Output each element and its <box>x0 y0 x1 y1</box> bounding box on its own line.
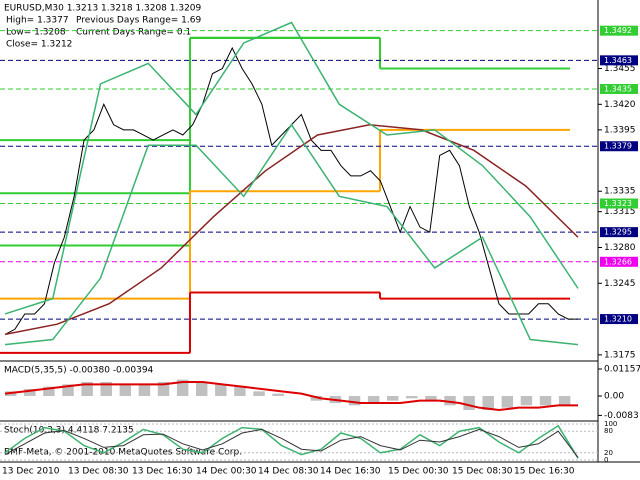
level-box <box>600 256 638 267</box>
y-tick-label: 0 <box>604 456 608 464</box>
header: Close= 1.3212 <box>6 40 72 50</box>
macd-bar <box>425 396 437 401</box>
y-tick-label: 1.3455 <box>604 64 636 74</box>
macd-bar <box>119 384 132 397</box>
macd-bar <box>444 396 456 406</box>
line <box>4 123 579 346</box>
level-box <box>600 227 638 238</box>
level-label: 1.3323 <box>604 199 632 208</box>
macd-bar <box>43 386 55 397</box>
line <box>4 21 579 315</box>
macd-bar <box>253 391 265 397</box>
level-box <box>600 141 638 152</box>
line <box>4 124 579 336</box>
macd-bar <box>501 396 514 408</box>
macd-bar <box>196 382 208 397</box>
macd-bar <box>558 396 571 406</box>
header: High= 1.3377 <box>6 16 69 26</box>
macd-bar <box>100 382 112 397</box>
level-box <box>600 314 638 325</box>
level-box <box>600 55 638 66</box>
x-tick-label: 15 Dec 16:30 <box>514 467 575 477</box>
header: Low= 1.3208 <box>6 28 66 38</box>
stoch-label: Stoch(10,3,3) 4.4118 7.2135 <box>4 426 134 436</box>
level-label: 1.3435 <box>604 84 632 93</box>
y-tick-label: 1.3335 <box>604 187 636 197</box>
macd-bar <box>310 396 323 401</box>
y-tick-label: 0.00 <box>604 392 624 402</box>
level-label: 1.3379 <box>604 142 632 151</box>
level-box <box>600 25 638 36</box>
y-tick-label: 1.3315 <box>604 207 636 217</box>
level-box <box>600 198 638 209</box>
level-label: 1.3492 <box>604 26 632 35</box>
macd-bar <box>81 382 93 397</box>
y-tick-label: 0.01157 <box>604 365 640 375</box>
header: Current Days Range= 0.1 <box>76 28 191 38</box>
x-tick-label: 15 Dec 08:30 <box>452 467 513 477</box>
y-tick-label: 1.3245 <box>604 279 636 289</box>
macd-bar <box>234 386 246 397</box>
y-tick-label: 100 <box>604 420 617 428</box>
line <box>4 381 578 412</box>
y-tick-label: 1.3175 <box>604 350 636 360</box>
macd-bar <box>482 396 494 411</box>
y-tick-label: 1.3395 <box>604 125 636 135</box>
macd-bar <box>62 384 74 397</box>
copyright: BMF-Meta, © 2001-2010 MetaQuotes Softwar… <box>4 448 242 458</box>
level-box <box>600 83 638 94</box>
y-tick-label: -0.0083 <box>604 411 639 421</box>
macd-bar <box>272 393 284 397</box>
macd-label: MACD(5,35,5) -0.00380 -0.00394 <box>4 366 154 376</box>
macd-bar <box>406 396 418 399</box>
macd-bar <box>367 396 380 404</box>
macd-bar <box>387 396 399 401</box>
level-label: 1.3463 <box>604 56 632 65</box>
macd-bar <box>157 382 170 397</box>
macd-bar <box>539 396 552 406</box>
x-tick-label: 13 Dec 2010 <box>2 467 60 477</box>
macd-bar <box>24 389 36 397</box>
x-tick-label: 14 Dec 00:30 <box>196 467 257 477</box>
macd-bar <box>176 379 189 397</box>
y-tick-label: 1.3280 <box>604 243 636 253</box>
frame <box>0 0 640 463</box>
x-tick-label: 13 Dec 16:30 <box>132 467 193 477</box>
line <box>4 428 579 458</box>
level-label: 1.3210 <box>604 315 632 324</box>
y-tick-label: 20 <box>604 449 613 457</box>
macd-bar <box>348 396 361 406</box>
macd-bar <box>215 384 227 397</box>
x-tick-label: 14 Dec 08:30 <box>258 467 319 477</box>
header: Previous Days Range= 1.69 <box>76 16 201 26</box>
macd-bar <box>463 396 475 411</box>
macd-bar <box>138 384 151 397</box>
x-tick-label: 14 Dec 16:30 <box>320 467 381 477</box>
x-tick-label: 15 Dec 00:30 <box>388 467 449 477</box>
x-tick-label: 13 Dec 08:30 <box>68 467 129 477</box>
y-tick-label: 80 <box>604 427 613 435</box>
y-tick-label: 1.3420 <box>604 100 636 110</box>
header: EURUSD,M30 1.3213 1.3218 1.3208 1.3209 <box>4 4 202 14</box>
macd-bar <box>520 396 533 406</box>
line <box>4 424 579 459</box>
level-label: 1.3295 <box>604 228 632 237</box>
level-label: 1.3266 <box>604 257 632 266</box>
